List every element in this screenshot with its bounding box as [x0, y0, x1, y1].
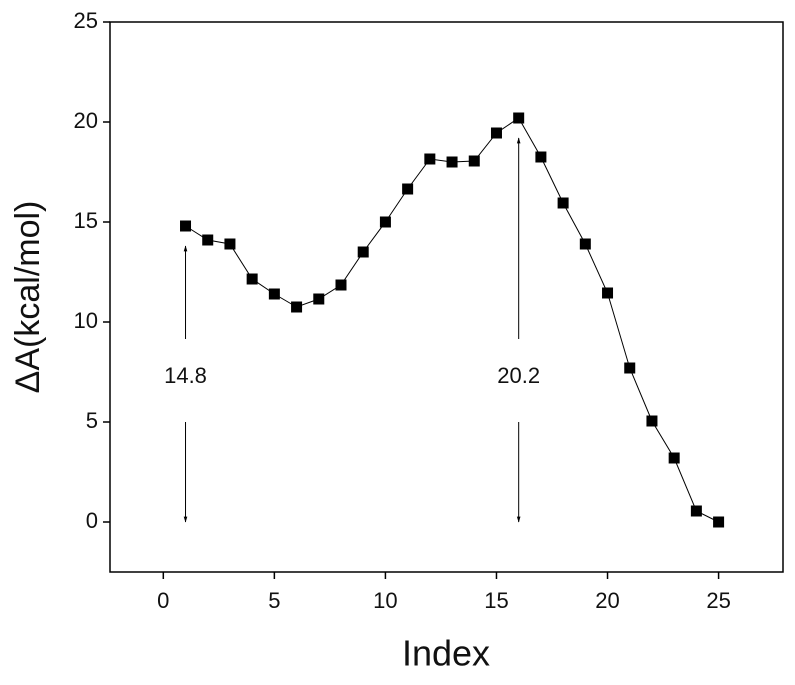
data-point	[291, 301, 303, 313]
y-tick-label: 0	[86, 508, 98, 533]
data-point	[690, 505, 702, 517]
data-point	[513, 112, 525, 124]
data-point	[557, 197, 569, 209]
y-axis-title: ΔA(kcal/mol)	[9, 201, 47, 394]
data-point	[357, 246, 369, 258]
y-tick-label: 15	[74, 208, 98, 233]
data-point	[379, 216, 391, 228]
data-line	[185, 117, 719, 523]
data-point	[624, 362, 636, 374]
x-tick-label: 10	[373, 588, 397, 613]
plot-frame	[109, 21, 784, 573]
data-point	[246, 273, 258, 285]
data-point	[602, 287, 614, 299]
y-tick-label: 25	[74, 8, 98, 33]
x-tick-label: 0	[157, 588, 169, 613]
data-point	[335, 279, 347, 291]
data-point	[468, 155, 480, 167]
y-tick-label: 20	[74, 108, 98, 133]
data-point	[180, 220, 192, 232]
data-point	[224, 238, 236, 250]
y-tick-label: 5	[86, 408, 98, 433]
data-point	[713, 516, 725, 528]
data-point	[313, 293, 325, 305]
data-point	[268, 288, 280, 300]
x-tick-label: 15	[484, 588, 508, 613]
y-tick-label: 10	[74, 308, 98, 333]
data-point	[646, 415, 658, 427]
data-point	[446, 156, 458, 168]
x-tick-label: 5	[268, 588, 280, 613]
data-point	[424, 153, 436, 165]
data-point	[668, 452, 680, 464]
data-point	[402, 183, 414, 195]
data-point	[490, 127, 502, 139]
x-tick-label: 20	[595, 588, 619, 613]
data-point	[535, 151, 547, 163]
annotation: 20.2	[497, 363, 540, 388]
x-axis-title: Index	[402, 633, 490, 674]
data-point	[579, 238, 591, 250]
x-tick-label: 25	[706, 588, 730, 613]
data-point	[202, 234, 214, 246]
annotation: 14.8	[164, 363, 207, 388]
